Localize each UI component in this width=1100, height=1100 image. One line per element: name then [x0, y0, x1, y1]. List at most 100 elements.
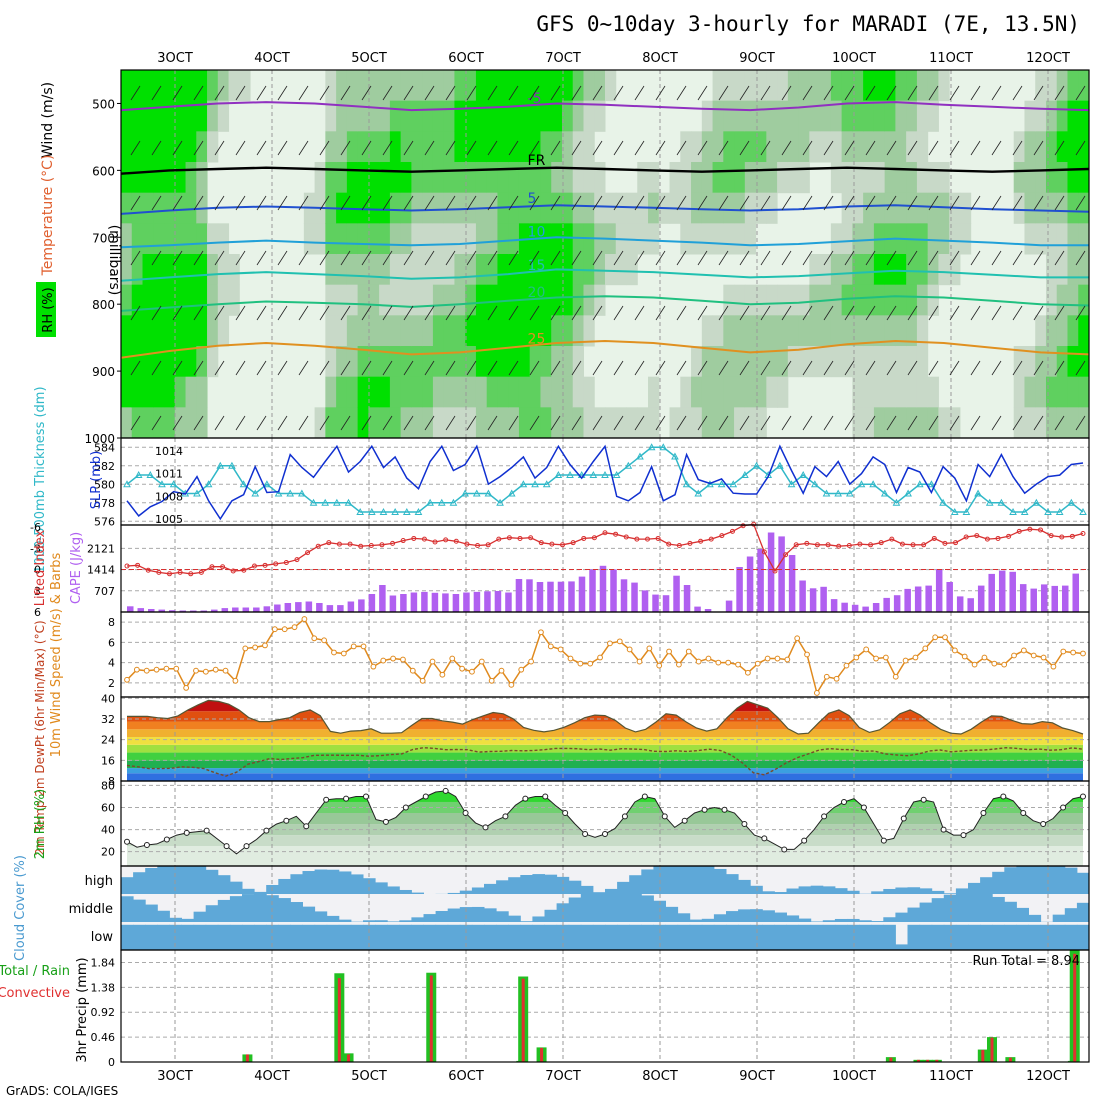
temperature-contour — [120, 268, 1089, 282]
wind10m-point — [892, 673, 899, 680]
rh-cell — [1035, 223, 1047, 255]
wind10m-point — [547, 643, 554, 650]
wind-barb — [865, 250, 876, 266]
rh-cell — [142, 254, 154, 286]
cloud-cell — [205, 924, 219, 950]
li-point — [634, 536, 640, 542]
rh-cell — [475, 346, 488, 378]
rh-cell — [443, 162, 455, 194]
wind-barb — [676, 415, 687, 431]
li-point — [262, 562, 268, 568]
wind-barb — [508, 360, 519, 376]
thickness-tick-label: 576 — [94, 515, 115, 528]
cloud-cell — [738, 924, 751, 950]
cape-bar — [673, 575, 680, 612]
rh-cell — [422, 131, 434, 163]
thickness-point — [263, 480, 271, 488]
rh-cell — [368, 284, 380, 316]
cape-bar — [1072, 573, 1080, 612]
cape-bar — [872, 603, 880, 612]
cape-bar — [967, 598, 974, 612]
cloud-cell — [314, 911, 328, 922]
rh-cell — [809, 131, 821, 163]
rh-cell — [336, 223, 348, 255]
rh2m-point — [900, 815, 907, 822]
rh-cell — [164, 162, 176, 194]
cloud-cell — [847, 918, 860, 922]
cape-bar — [284, 603, 292, 612]
rh-cell — [873, 192, 886, 224]
rh-cell — [475, 407, 488, 439]
rh-cell — [508, 346, 520, 378]
thickness-point — [1055, 507, 1064, 516]
rh-cell — [400, 162, 412, 194]
cape-bar — [757, 549, 764, 612]
rh-cell — [959, 223, 972, 255]
wind10m-point — [311, 635, 318, 642]
wind-barb — [655, 360, 666, 376]
wind-barb — [319, 195, 330, 211]
rh-cell — [551, 70, 563, 102]
thickness-point — [612, 470, 621, 479]
rh-cell — [443, 284, 455, 316]
wind10m-point — [1020, 647, 1027, 654]
wind10m-point — [784, 656, 791, 663]
rh-cell — [906, 100, 918, 132]
rh-cell — [852, 100, 864, 132]
rh-cell — [572, 346, 584, 378]
wind-barb — [382, 140, 393, 156]
wind10m-point — [222, 667, 229, 674]
wind10m-point — [942, 634, 948, 641]
li-point — [857, 541, 863, 547]
wind-barb — [550, 195, 561, 211]
rh-cell — [895, 376, 907, 408]
wind-barb — [613, 250, 624, 266]
thickness-point — [752, 461, 761, 469]
cloud-cell — [919, 902, 933, 922]
rh2m-point — [781, 846, 788, 853]
wind10m-point — [656, 662, 663, 669]
rh-cell — [583, 192, 595, 224]
temp-band — [127, 752, 1083, 761]
thickness-point — [566, 470, 574, 479]
rh-cell — [777, 346, 789, 378]
rh-cell — [336, 70, 348, 102]
wind-barb — [214, 140, 225, 156]
rh-cell — [196, 407, 208, 439]
wind10m-point — [360, 643, 367, 650]
wind10m-point — [449, 655, 456, 662]
li-point — [974, 533, 980, 539]
rh-cell — [873, 315, 886, 347]
wind-barb — [1033, 250, 1044, 266]
rh-cell — [766, 162, 778, 194]
wind-barb — [739, 195, 750, 211]
li-point — [251, 563, 257, 569]
rh-cell — [432, 192, 445, 224]
wind10m-point — [439, 671, 446, 678]
rh-cell — [400, 376, 412, 408]
temp-bands — [127, 700, 1083, 781]
rh-cell — [518, 100, 531, 132]
rh-cell — [723, 407, 735, 439]
rh-cell — [863, 284, 875, 316]
wind-barb — [718, 360, 729, 376]
li-point — [995, 535, 1001, 541]
rh-cell — [153, 346, 165, 378]
cloud-cell — [822, 920, 836, 922]
cloud-cell — [1076, 902, 1090, 922]
cloud-cell — [968, 924, 981, 950]
li-point — [836, 543, 842, 549]
rh-cell — [422, 254, 434, 286]
cloud-cell — [871, 924, 884, 950]
rh-cell — [389, 376, 402, 408]
cape-bar — [463, 592, 470, 612]
rh-cell — [680, 162, 692, 194]
wind-barb — [718, 415, 729, 431]
wind-barb — [361, 140, 372, 156]
thickness-point — [484, 489, 493, 497]
wind-barb — [886, 195, 897, 211]
cloud-cell — [169, 924, 182, 950]
wind-barb — [949, 85, 960, 101]
wind-barb — [277, 195, 288, 211]
cloud-cell — [641, 924, 654, 950]
